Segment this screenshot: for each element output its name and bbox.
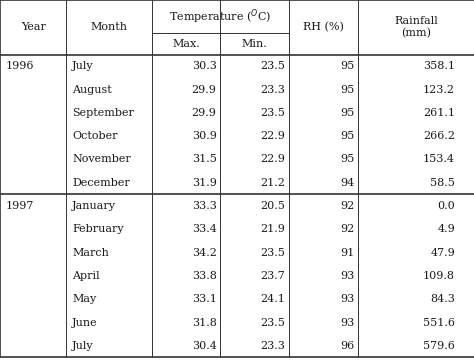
Text: Max.: Max. [172, 39, 200, 49]
Text: 22.9: 22.9 [261, 131, 285, 141]
Text: 91: 91 [340, 248, 354, 258]
Text: January: January [72, 201, 116, 211]
Text: 92: 92 [340, 201, 354, 211]
Text: 58.5: 58.5 [430, 178, 455, 188]
Text: 95: 95 [340, 131, 354, 141]
Text: March: March [72, 248, 109, 258]
Text: July: July [72, 61, 94, 71]
Text: Temperature ($^{O}$C): Temperature ($^{O}$C) [169, 7, 272, 26]
Text: 93: 93 [340, 317, 354, 328]
Text: 23.3: 23.3 [261, 341, 285, 351]
Text: 20.5: 20.5 [261, 201, 285, 211]
Text: 551.6: 551.6 [423, 317, 455, 328]
Text: 95: 95 [340, 154, 354, 165]
Text: 29.9: 29.9 [192, 84, 217, 95]
Text: 96: 96 [340, 341, 354, 351]
Text: 95: 95 [340, 84, 354, 95]
Text: 30.4: 30.4 [192, 341, 217, 351]
Text: 29.9: 29.9 [192, 108, 217, 118]
Text: 358.1: 358.1 [423, 61, 455, 71]
Text: 34.2: 34.2 [192, 248, 217, 258]
Text: 95: 95 [340, 61, 354, 71]
Text: 21.2: 21.2 [261, 178, 285, 188]
Text: 47.9: 47.9 [430, 248, 455, 258]
Text: Month: Month [91, 22, 128, 32]
Text: 31.8: 31.8 [192, 317, 217, 328]
Text: 22.9: 22.9 [261, 154, 285, 165]
Text: 33.4: 33.4 [192, 224, 217, 234]
Text: 1997: 1997 [6, 201, 34, 211]
Text: May: May [72, 294, 96, 304]
Text: 23.5: 23.5 [261, 61, 285, 71]
Text: RH (%): RH (%) [303, 22, 344, 32]
Text: 92: 92 [340, 224, 354, 234]
Text: 24.1: 24.1 [261, 294, 285, 304]
Text: 93: 93 [340, 271, 354, 281]
Text: July: July [72, 341, 94, 351]
Text: 0.0: 0.0 [438, 201, 455, 211]
Text: 153.4: 153.4 [423, 154, 455, 165]
Text: 109.8: 109.8 [423, 271, 455, 281]
Text: 23.5: 23.5 [261, 108, 285, 118]
Text: 33.1: 33.1 [192, 294, 217, 304]
Text: 31.9: 31.9 [192, 178, 217, 188]
Text: 123.2: 123.2 [423, 84, 455, 95]
Text: September: September [72, 108, 134, 118]
Text: October: October [72, 131, 118, 141]
Text: December: December [72, 178, 130, 188]
Text: Year: Year [21, 22, 46, 32]
Text: Min.: Min. [242, 39, 268, 49]
Text: 33.3: 33.3 [192, 201, 217, 211]
Text: 23.3: 23.3 [261, 84, 285, 95]
Text: February: February [72, 224, 124, 234]
Text: Rainfall
(mm): Rainfall (mm) [394, 16, 438, 38]
Text: 23.7: 23.7 [261, 271, 285, 281]
Text: 30.9: 30.9 [192, 131, 217, 141]
Text: 21.9: 21.9 [261, 224, 285, 234]
Text: April: April [72, 271, 100, 281]
Text: 84.3: 84.3 [430, 294, 455, 304]
Text: 579.6: 579.6 [423, 341, 455, 351]
Text: 30.3: 30.3 [192, 61, 217, 71]
Text: August: August [72, 84, 112, 95]
Text: 23.5: 23.5 [261, 248, 285, 258]
Text: 266.2: 266.2 [423, 131, 455, 141]
Text: 33.8: 33.8 [192, 271, 217, 281]
Text: 93: 93 [340, 294, 354, 304]
Text: 1996: 1996 [6, 61, 34, 71]
Text: 4.9: 4.9 [438, 224, 455, 234]
Text: 31.5: 31.5 [192, 154, 217, 165]
Text: November: November [72, 154, 131, 165]
Text: 94: 94 [340, 178, 354, 188]
Text: 261.1: 261.1 [423, 108, 455, 118]
Text: June: June [72, 317, 98, 328]
Text: 23.5: 23.5 [261, 317, 285, 328]
Text: 95: 95 [340, 108, 354, 118]
